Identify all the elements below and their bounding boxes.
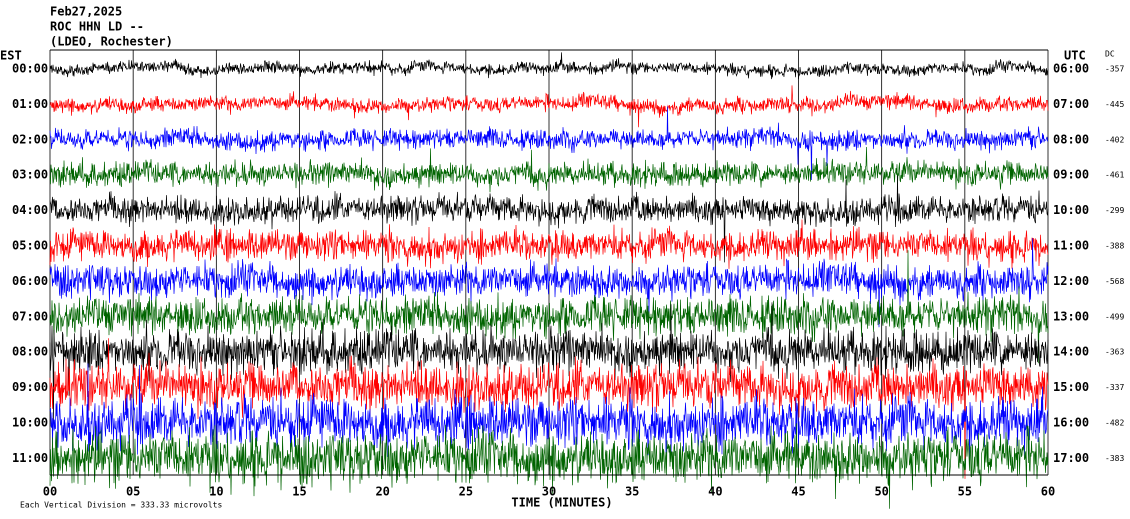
utc-label: 08:00 xyxy=(1053,132,1089,146)
x-tick-label: 25 xyxy=(459,485,473,499)
utc-label: 06:00 xyxy=(1053,62,1089,76)
utc-label: 17:00 xyxy=(1053,451,1089,465)
x-tick-label: 10 xyxy=(209,485,223,499)
x-tick-label: 30 xyxy=(542,485,556,499)
trace xyxy=(49,146,1049,193)
location: (LDEO, Rochester) xyxy=(50,35,173,49)
x-tick-label: 15 xyxy=(292,485,306,499)
dc-value: -402 xyxy=(1105,135,1124,144)
trace xyxy=(49,52,1049,80)
dc-value: -499 xyxy=(1105,312,1124,321)
x-tick-label: 60 xyxy=(1041,485,1055,499)
trace xyxy=(49,238,1049,328)
x-tick-label: 55 xyxy=(958,485,972,499)
trace xyxy=(49,85,1049,128)
dc-value: -568 xyxy=(1105,277,1124,286)
est-label: 01:00 xyxy=(12,97,48,111)
est-label: 03:00 xyxy=(12,168,48,182)
dc-value: -461 xyxy=(1105,171,1124,180)
utc-label: 10:00 xyxy=(1053,203,1089,217)
est-label: 02:00 xyxy=(12,132,48,146)
est-label: 09:00 xyxy=(12,380,48,394)
est-label: 10:00 xyxy=(12,416,48,430)
utc-label: 07:00 xyxy=(1053,97,1089,111)
utc-label: 15:00 xyxy=(1053,380,1089,394)
x-tick-label: 45 xyxy=(791,485,805,499)
trace xyxy=(49,219,1049,269)
utc-label: 13:00 xyxy=(1053,309,1089,323)
utc-label: 16:00 xyxy=(1053,416,1089,430)
est-label: 00:00 xyxy=(12,62,48,76)
dc-value: -363 xyxy=(1105,348,1124,357)
trace xyxy=(49,250,1049,364)
footer: Each Vertical Division = 333.33 microvol… xyxy=(20,501,222,510)
trace xyxy=(49,363,1049,460)
utc-label: 09:00 xyxy=(1053,168,1089,182)
utc-label: 11:00 xyxy=(1053,239,1089,253)
trace xyxy=(49,175,1049,263)
est-label: 08:00 xyxy=(12,345,48,359)
trace xyxy=(49,423,1049,509)
dc-value: -383 xyxy=(1105,454,1124,463)
dc-value: -299 xyxy=(1105,206,1124,215)
est-label: 05:00 xyxy=(12,239,48,253)
right-label: UTC xyxy=(1064,49,1086,63)
station: ROC HHN LD -- xyxy=(50,20,144,34)
x-tick-label: 20 xyxy=(375,485,389,499)
dc-value: -388 xyxy=(1105,242,1124,251)
est-label: 07:00 xyxy=(12,309,48,323)
x-tick-label: 35 xyxy=(625,485,639,499)
x-tick-label: 05 xyxy=(126,485,140,499)
dc-value: -445 xyxy=(1105,100,1124,109)
x-axis-label: TIME (MINUTES) xyxy=(511,496,612,510)
utc-label: 12:00 xyxy=(1053,274,1089,288)
est-label: 06:00 xyxy=(12,274,48,288)
x-tick-label: 00 xyxy=(43,485,57,499)
est-label: 11:00 xyxy=(12,451,48,465)
dc-label: DC xyxy=(1105,50,1115,59)
x-tick-label: 40 xyxy=(708,485,722,499)
left-label: EST xyxy=(0,49,22,63)
dc-value: -357 xyxy=(1105,65,1124,74)
dc-value: -482 xyxy=(1105,419,1124,428)
date: Feb27,2025 xyxy=(50,5,122,19)
est-label: 04:00 xyxy=(12,203,48,217)
trace xyxy=(49,106,1049,181)
utc-label: 14:00 xyxy=(1053,345,1089,359)
x-tick-label: 50 xyxy=(874,485,888,499)
dc-value: -337 xyxy=(1105,383,1124,392)
trace xyxy=(49,302,1049,424)
trace xyxy=(49,338,1049,479)
